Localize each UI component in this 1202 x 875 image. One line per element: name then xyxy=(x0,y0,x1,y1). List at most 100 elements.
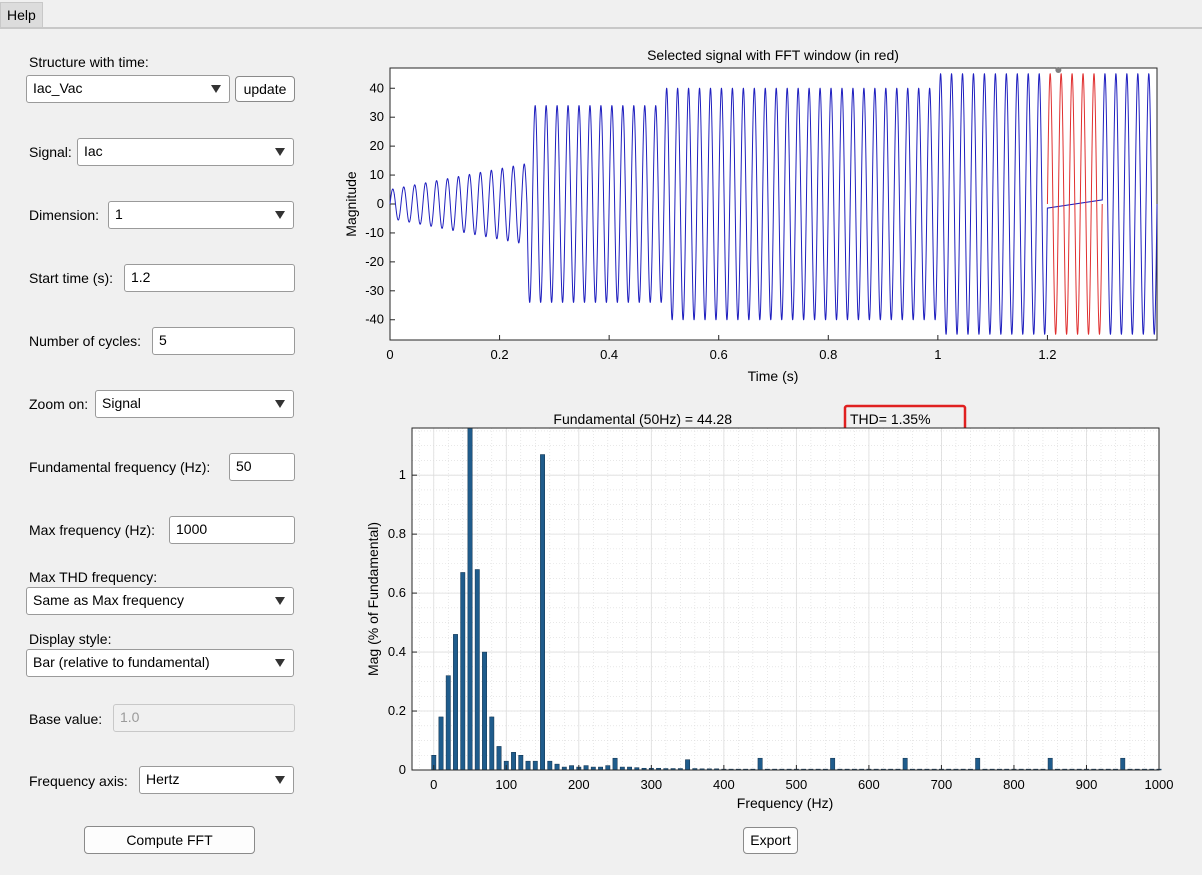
zoom-dropdown[interactable]: Signal xyxy=(95,390,294,418)
signal-ytick-label: 20 xyxy=(370,138,384,153)
signal-plot: Selected signal with FFT window (in red)… xyxy=(343,47,1158,384)
display-style-dropdown[interactable]: Bar (relative to fundamental) xyxy=(26,649,294,677)
menu-help[interactable]: Help xyxy=(0,2,43,28)
signal-xtick-label: 0.4 xyxy=(600,347,618,362)
fft-title-fundamental: Fundamental (50Hz) = 44.28 xyxy=(553,411,732,427)
fft-xtick-label: 600 xyxy=(858,777,880,792)
fft-bar xyxy=(438,716,444,771)
fund-freq-label: Fundamental frequency (Hz): xyxy=(29,459,211,475)
signal-ytick-label: -40 xyxy=(365,312,384,327)
start-time-input[interactable]: 1.2 xyxy=(124,264,295,292)
signal-ytick-label: -10 xyxy=(365,225,384,240)
start-time-label: Start time (s): xyxy=(29,270,114,286)
signal-ytick-label: 30 xyxy=(370,109,384,124)
fft-bar xyxy=(496,746,502,771)
fft-bar xyxy=(605,765,611,771)
fft-ylabel: Mag (% of Fundamental) xyxy=(365,522,381,676)
fft-xtick-label: 800 xyxy=(1003,777,1025,792)
fft-xtick-label: 900 xyxy=(1076,777,1098,792)
signal-line xyxy=(389,73,1158,335)
fft-plot-frame xyxy=(411,427,1160,771)
fft-bar xyxy=(460,572,466,771)
fft-xtick-label: 700 xyxy=(931,777,953,792)
fft-bar xyxy=(830,757,836,771)
signal-xtick-label: 0.6 xyxy=(710,347,728,362)
signal-ytick-label: 0 xyxy=(377,196,384,211)
fft-bar xyxy=(474,569,480,771)
chevron-down-icon xyxy=(275,597,285,605)
fft-bar xyxy=(518,755,524,771)
max-thd-label: Max THD frequency: xyxy=(29,569,158,585)
fund-freq-input[interactable]: 50 xyxy=(229,453,295,481)
signal-xlabel: Time (s) xyxy=(748,368,799,384)
signal-xtick-label: 0.8 xyxy=(819,347,837,362)
dimension-dropdown[interactable]: 1 xyxy=(108,201,294,229)
base-value-input[interactable]: 1.0 xyxy=(113,704,295,732)
fft-plot: Fundamental (50Hz) = 44.28 THD= 1.35% 0 1… xyxy=(365,404,1174,811)
signal-xtick-label: 1.2 xyxy=(1038,347,1056,362)
export-button[interactable]: Export xyxy=(743,827,798,854)
fft-frame-overlay xyxy=(411,427,1160,771)
compute-fft-button[interactable]: Compute FFT xyxy=(84,826,255,854)
fft-bar xyxy=(583,765,589,771)
max-thd-dropdown[interactable]: Same as Max frequency xyxy=(26,587,294,615)
fft-bar xyxy=(547,760,553,771)
fft-title-thd: THD= 1.35% xyxy=(850,411,931,427)
dimension-value: 1 xyxy=(115,206,123,222)
fft-bar xyxy=(554,763,560,771)
display-style-value: Bar (relative to fundamental) xyxy=(33,654,210,670)
fft-bar xyxy=(453,634,458,771)
chevron-down-icon xyxy=(211,85,221,93)
fft-xtick-label: 400 xyxy=(713,777,735,792)
signal-value: Iac xyxy=(84,143,103,159)
fft-bar xyxy=(1047,757,1053,771)
window-marker xyxy=(1055,67,1062,73)
fft-bar xyxy=(757,757,763,771)
fft-bar xyxy=(532,760,538,771)
dimension-label: Dimension: xyxy=(29,207,100,223)
fft-bar xyxy=(489,716,495,771)
fft-bar xyxy=(975,757,981,771)
signal-ylabel: Magnitude xyxy=(343,171,359,237)
fft-xtick-label: 0 xyxy=(430,777,437,792)
fft-window-line xyxy=(1046,73,1103,335)
fft-ytick-label: 1 xyxy=(399,467,406,482)
cycles-input[interactable]: 5 xyxy=(152,327,295,355)
signal-xtick-label: 0 xyxy=(386,347,393,362)
signal-ytick-label: 40 xyxy=(370,80,384,95)
chevron-down-icon xyxy=(275,148,285,156)
fft-bar xyxy=(540,454,545,771)
structure-label: Structure with time: xyxy=(29,54,149,70)
fft-bar xyxy=(525,760,531,771)
chevron-down-icon xyxy=(275,211,285,219)
update-button[interactable]: update xyxy=(235,76,295,102)
signal-xtick-label: 1 xyxy=(934,347,941,362)
fft-bar xyxy=(482,651,487,771)
fft-bar xyxy=(612,757,618,771)
structure-dropdown[interactable]: Iac_Vac xyxy=(26,75,230,103)
chevron-down-icon xyxy=(275,659,285,667)
zoom-label: Zoom on: xyxy=(29,396,89,412)
max-freq-label: Max frequency (Hz): xyxy=(29,522,156,538)
base-value-label: Base value: xyxy=(29,711,103,727)
chevron-down-icon xyxy=(275,776,285,784)
fft-bar xyxy=(902,757,908,771)
max-freq-input[interactable]: 1000 xyxy=(169,516,295,544)
signal-ytick-label: 10 xyxy=(370,167,384,182)
fft-bar xyxy=(467,427,473,771)
menu-bar: Help xyxy=(0,0,1202,29)
fft-bar xyxy=(1120,757,1126,771)
fft-bar xyxy=(569,765,574,771)
fft-xtick-label: 300 xyxy=(640,777,662,792)
signal-plot-title: Selected signal with FFT window (in red) xyxy=(647,47,899,63)
fft-ytick-label: 0.2 xyxy=(388,703,406,718)
freq-axis-label: Frequency axis: xyxy=(29,773,128,789)
freq-axis-value: Hertz xyxy=(146,771,180,787)
freq-axis-dropdown[interactable]: Hertz xyxy=(139,766,294,794)
fft-ytick-label: 0.4 xyxy=(388,644,406,659)
fft-bar xyxy=(685,759,691,771)
fft-ytick-label: 0.6 xyxy=(388,585,406,600)
fft-xtick-label: 1000 xyxy=(1145,777,1174,792)
signal-dropdown[interactable]: Iac xyxy=(77,138,294,166)
